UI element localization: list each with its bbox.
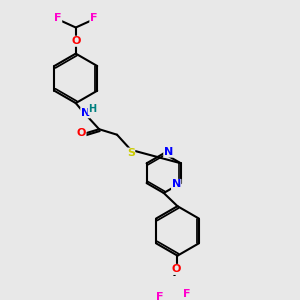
Text: O: O: [171, 264, 181, 274]
Text: F: F: [183, 289, 191, 299]
Text: O: O: [76, 128, 86, 138]
Text: F: F: [156, 292, 164, 300]
Text: N: N: [172, 179, 181, 190]
Text: N: N: [81, 108, 90, 118]
Text: O: O: [71, 36, 80, 46]
Text: S: S: [127, 148, 135, 158]
Text: F: F: [90, 13, 98, 23]
Text: F: F: [54, 13, 62, 23]
Text: N: N: [164, 147, 173, 157]
Text: H: H: [88, 104, 96, 114]
